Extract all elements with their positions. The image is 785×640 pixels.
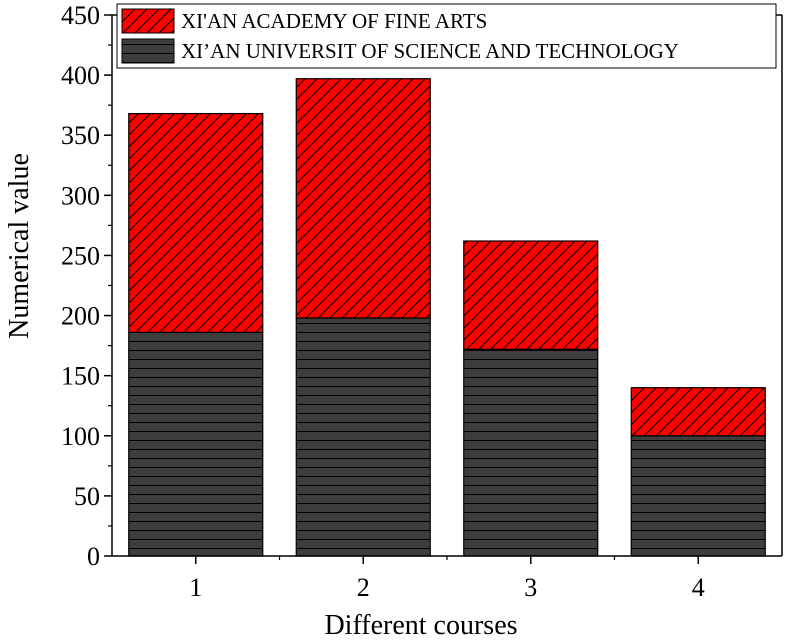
x-tick-label: 1	[189, 573, 202, 602]
legend: XI'AN ACADEMY OF FINE ARTS XI’AN UNIVERSI…	[116, 3, 777, 69]
x-tick-label: 3	[524, 573, 537, 602]
y-axis-label: Numerical value	[4, 153, 35, 339]
y-axis: 0 50 100 150 200 250 300 350 400 450	[61, 1, 113, 571]
y-tick-label: 200	[61, 302, 100, 331]
bars-layer	[128, 78, 766, 557]
legend-label: XI’AN UNIVERSIT OF SCIENCE AND TECHNOLOG…	[181, 39, 679, 63]
y-tick-label: 50	[74, 482, 100, 511]
y-tick-label: 150	[61, 362, 100, 391]
bar-segment-fine-arts-1	[128, 112, 264, 333]
legend-label: XI'AN ACADEMY OF FINE ARTS	[181, 9, 487, 33]
bar-segment-fine-arts-4	[630, 387, 766, 437]
y-tick-label: 400	[61, 61, 100, 90]
legend-box	[116, 3, 777, 69]
x-tick-label: 2	[357, 573, 370, 602]
bar-segment-fine-arts-3	[463, 240, 599, 350]
y-tick-label: 350	[61, 121, 100, 150]
x-axis-label: Different courses	[324, 610, 517, 640]
y-tick-label: 0	[87, 542, 100, 571]
bar-segment-fine-arts-2	[295, 78, 431, 319]
legend-swatch	[121, 38, 175, 64]
y-tick-label: 450	[61, 1, 100, 30]
bar-segment-science-tech-2	[295, 317, 431, 557]
bar-segment-science-tech-4	[630, 435, 766, 557]
legend-swatch	[121, 8, 175, 34]
y-tick-label: 250	[61, 241, 100, 270]
y-tick-label: 100	[61, 422, 100, 451]
x-tick-label: 4	[692, 573, 705, 602]
bar-segment-science-tech-1	[128, 331, 264, 557]
bar-segment-science-tech-3	[463, 348, 599, 557]
y-tick-label: 300	[61, 181, 100, 210]
